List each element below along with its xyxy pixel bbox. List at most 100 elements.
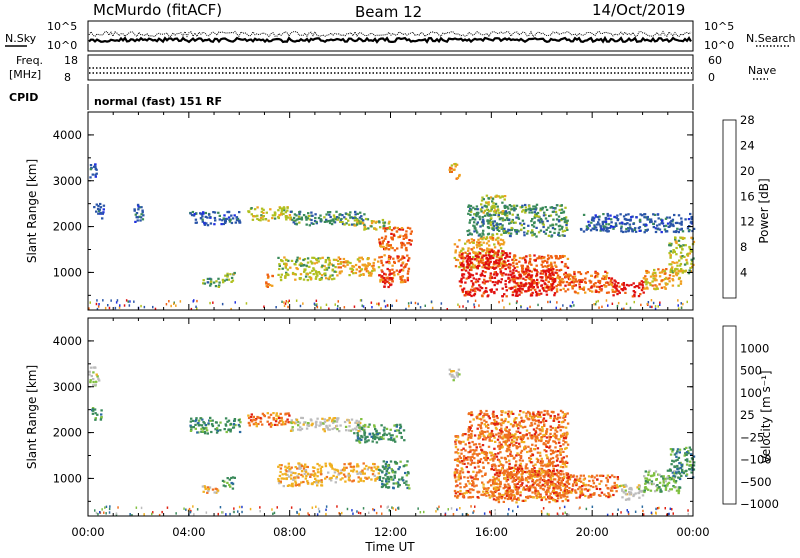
data-cell — [600, 289, 602, 291]
data-cell — [282, 268, 284, 270]
data-cell — [210, 281, 212, 283]
ground-scatter-cell — [678, 307, 680, 309]
data-cell — [529, 278, 531, 280]
data-cell — [676, 262, 678, 264]
data-cell — [459, 461, 461, 463]
data-cell — [556, 469, 558, 471]
data-cell — [639, 226, 641, 228]
data-cell — [480, 494, 482, 496]
data-cell — [490, 207, 492, 209]
data-cell — [292, 485, 294, 487]
data-cell — [539, 487, 541, 489]
data-cell — [334, 471, 336, 473]
power-data — [88, 163, 695, 311]
data-cell — [532, 496, 534, 498]
data-cell — [201, 424, 203, 426]
data-cell — [95, 381, 97, 383]
data-cell — [564, 265, 566, 267]
data-cell — [608, 284, 610, 286]
ground-scatter-cell — [498, 301, 500, 303]
data-cell — [565, 485, 567, 487]
data-cell — [550, 449, 552, 451]
data-cell — [470, 248, 472, 250]
data-cell — [390, 429, 392, 431]
data-cell — [200, 428, 202, 430]
data-cell — [494, 281, 496, 283]
data-cell — [514, 222, 516, 224]
data-cell — [669, 274, 671, 276]
data-cell — [562, 451, 564, 453]
ground-scatter-cell — [296, 300, 298, 302]
data-cell — [462, 433, 464, 435]
nsearch-tick-top: 10^5 — [704, 20, 734, 33]
data-cell — [489, 497, 491, 499]
data-cell — [536, 497, 538, 499]
data-cell — [517, 483, 519, 485]
data-cell — [519, 445, 521, 447]
data-cell — [464, 433, 466, 435]
data-cell — [343, 258, 345, 260]
data-cell — [500, 234, 502, 236]
data-cell — [306, 224, 308, 226]
data-cell — [323, 216, 325, 218]
data-cell — [313, 273, 315, 275]
ground-scatter-cell — [601, 306, 603, 308]
data-cell — [663, 475, 665, 477]
ground-scatter-cell — [478, 304, 480, 306]
data-cell — [255, 423, 257, 425]
data-cell — [650, 276, 652, 278]
data-cell — [574, 276, 576, 278]
data-cell — [459, 280, 461, 282]
data-cell — [357, 430, 359, 432]
data-cell — [284, 275, 286, 277]
data-cell — [467, 477, 469, 479]
data-cell — [492, 491, 494, 493]
data-cell — [490, 452, 492, 454]
data-cell — [481, 482, 483, 484]
data-cell — [604, 286, 606, 288]
data-cell — [556, 500, 558, 502]
data-cell — [487, 197, 489, 199]
data-cell — [483, 457, 485, 459]
data-cell — [389, 226, 391, 228]
data-cell — [371, 436, 373, 438]
data-cell — [407, 472, 409, 474]
data-cell — [212, 425, 214, 427]
data-cell — [462, 248, 464, 250]
data-cell — [345, 260, 347, 262]
data-cell — [493, 292, 495, 294]
data-cell — [601, 492, 603, 494]
data-cell — [643, 224, 645, 226]
data-cell — [602, 229, 604, 231]
data-cell — [319, 279, 321, 281]
data-cell — [592, 480, 594, 482]
data-cell — [548, 501, 550, 503]
ground-scatter-cell — [391, 305, 393, 307]
data-cell — [229, 479, 231, 481]
data-cell — [680, 237, 682, 239]
data-cell — [345, 467, 347, 469]
data-cell — [94, 174, 96, 176]
data-cell — [382, 227, 384, 229]
ground-scatter-cell — [655, 305, 657, 307]
data-cell — [645, 224, 647, 226]
data-cell — [320, 473, 322, 475]
data-cell — [251, 213, 253, 215]
data-cell — [482, 484, 484, 486]
data-cell — [532, 479, 534, 481]
data-cell — [205, 424, 207, 426]
data-cell — [505, 280, 507, 282]
data-cell — [331, 428, 333, 430]
ground-scatter-cell — [571, 305, 573, 307]
data-cell — [510, 233, 512, 235]
data-cell — [539, 455, 541, 457]
data-cell — [325, 465, 327, 467]
data-cell — [457, 460, 459, 462]
ground-scatter-cell — [281, 301, 283, 303]
ground-scatter-cell — [289, 300, 291, 302]
data-cell — [212, 489, 214, 491]
data-cell — [348, 429, 350, 431]
data-cell — [619, 213, 621, 215]
data-cell — [471, 441, 473, 443]
data-cell — [488, 268, 490, 270]
